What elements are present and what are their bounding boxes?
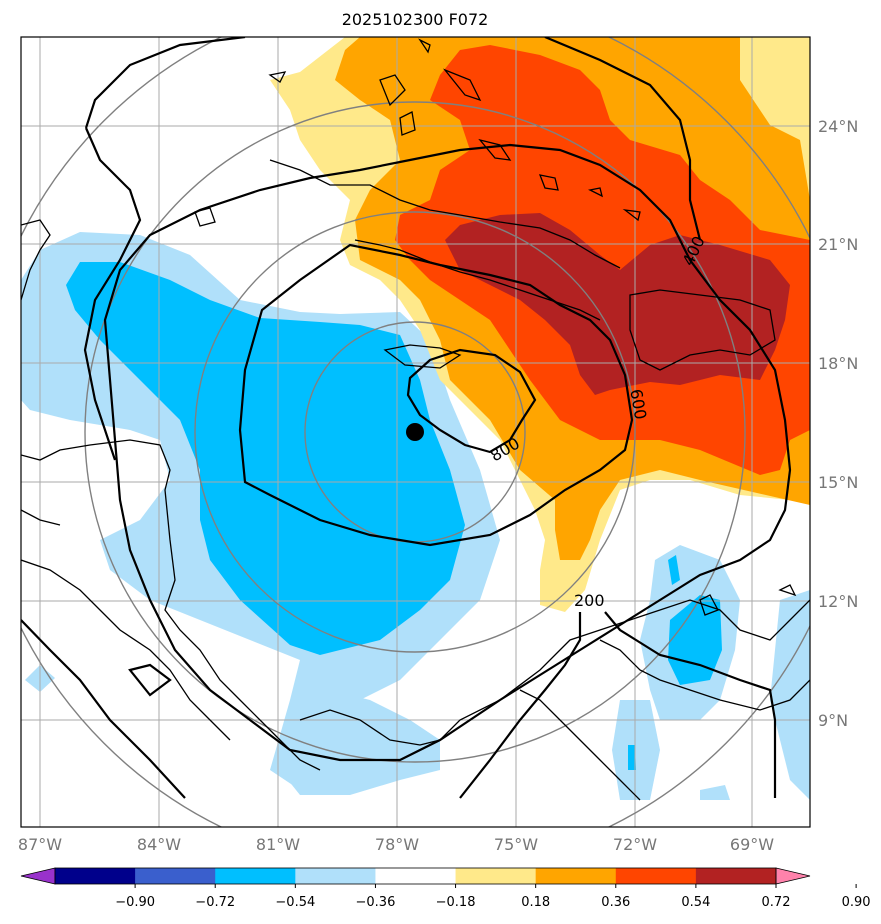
colorbar-frame — [54, 867, 777, 885]
coastlines — [21, 38, 810, 801]
colorbar-tick-label: −0.72 — [195, 895, 235, 910]
coast-jamaica — [383, 344, 462, 369]
shade-neg036-east — [668, 595, 722, 685]
contour-600 — [238, 243, 634, 547]
shade-neg036-main — [66, 262, 465, 655]
colorbar-swatch — [295, 868, 376, 884]
lat-tick: 12°N — [818, 592, 858, 611]
shade-neg018-east2 — [612, 700, 660, 800]
coast-cuba — [269, 159, 621, 269]
contour-200-outer — [84, 37, 246, 129]
lon-tick-labels: 87°W 84°W 81°W 78°W 75°W 72°W 69°W — [18, 835, 774, 854]
range-rings — [21, 37, 810, 827]
colorbar-swatch — [135, 868, 216, 884]
shade-neg018-far-east — [770, 590, 810, 800]
lat-tick: 24°N — [818, 117, 858, 136]
shade-neg018-small2 — [700, 785, 730, 800]
contour-label-200: 200 — [574, 591, 605, 610]
contour-800 — [406, 348, 537, 454]
lat-tick: 21°N — [818, 235, 858, 254]
shade-neg036-sliver2 — [628, 745, 636, 770]
coast-hispaniola — [629, 289, 776, 371]
shade-neg036-sliver — [668, 555, 680, 585]
lon-tick: 75°W — [494, 835, 538, 854]
colorbar-swatch — [375, 868, 457, 884]
colorbar-tick-label: 0.72 — [762, 895, 791, 910]
coast-central-america — [21, 439, 321, 771]
colorbar-tick-label: 0.36 — [601, 895, 630, 910]
map-frame — [20, 36, 811, 828]
storm-center-marker — [406, 423, 424, 441]
colorbar-swatch — [615, 868, 697, 884]
lon-tick: 72°W — [613, 835, 657, 854]
colorbar-tick-label: 0.90 — [842, 895, 871, 910]
lon-tick: 78°W — [375, 835, 419, 854]
lon-tick: 69°W — [730, 835, 774, 854]
lon-tick: 87°W — [18, 835, 62, 854]
shade-neg018-south — [280, 690, 440, 795]
shading-layer — [21, 37, 810, 800]
colorbar-swatch — [455, 868, 537, 884]
lon-tick: 84°W — [137, 835, 181, 854]
shade-pos072 — [445, 213, 790, 395]
colorbar-extend-high — [775, 867, 811, 885]
colorbar-swatch — [695, 868, 777, 884]
colorbar-tick-label: −0.54 — [275, 895, 315, 910]
colorbar-tick-label: −0.90 — [115, 895, 155, 910]
contour-400 — [103, 143, 792, 762]
colorbar-tick-label: 0.54 — [681, 895, 710, 910]
lat-tick: 18°N — [818, 354, 858, 373]
colorbar: −0.90 −0.72 −0.54 −0.36 −0.18 0.18 0.36 0.54 0.7… — [20, 867, 871, 910]
colorbar-swatch — [55, 868, 136, 884]
colorbar-swatch — [535, 868, 617, 884]
colorbar-extend-low — [20, 867, 56, 885]
colorbar-swatch — [215, 868, 296, 884]
lat-tick: 9°N — [818, 711, 848, 730]
colorbar-tick-label: 0.18 — [521, 895, 550, 910]
colorbar-tick-label: −0.36 — [356, 895, 396, 910]
lat-tick-labels: 24°N 21°N 18°N 15°N 12°N 9°N — [818, 117, 858, 730]
graticule — [21, 37, 810, 827]
lon-tick: 81°W — [256, 835, 300, 854]
lat-tick: 15°N — [818, 473, 858, 492]
map-title: 2025102300 F072 — [341, 10, 489, 29]
contours — [21, 37, 792, 799]
colorbar-tick-label: −0.18 — [436, 895, 476, 910]
